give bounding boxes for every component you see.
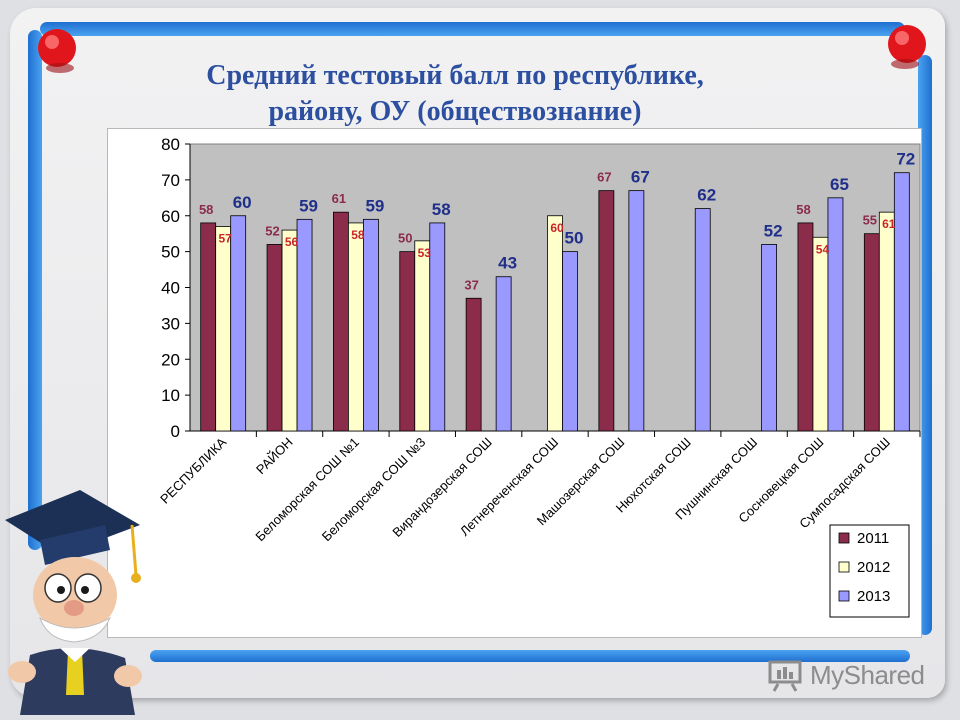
bar-2011 bbox=[399, 251, 416, 432]
y-tick-label: 60 bbox=[161, 207, 180, 226]
watermark-text: MyShared bbox=[810, 660, 925, 690]
bar-2013 bbox=[363, 218, 379, 432]
data-label-2013: 60 bbox=[233, 193, 252, 212]
chart-panel: 80 70 60 50 40 30 20 10 0 РЕСПУБЛИКА 58 57 60 РАЙОН 52… bbox=[107, 128, 922, 638]
bar-2012 bbox=[348, 222, 364, 432]
data-label-2011: 67 bbox=[597, 170, 611, 185]
data-label-2013: 58 bbox=[432, 200, 451, 219]
legend-swatch-2011 bbox=[838, 532, 850, 544]
bar-2013 bbox=[893, 172, 910, 432]
y-tick-label: 20 bbox=[161, 350, 180, 369]
data-label-2012: 56 bbox=[285, 235, 299, 249]
bar-2013 bbox=[230, 215, 247, 432]
bar-2013 bbox=[628, 190, 645, 432]
y-tick-label: 80 bbox=[161, 135, 180, 154]
bar-2012 bbox=[547, 215, 563, 432]
data-label-2013: 50 bbox=[565, 229, 584, 248]
y-tick-label: 30 bbox=[161, 314, 180, 333]
data-label-2013: 52 bbox=[764, 221, 783, 240]
y-tick-label: 50 bbox=[161, 243, 180, 262]
bar-2013 bbox=[296, 218, 313, 432]
pushpin-right-icon bbox=[888, 25, 926, 69]
data-label-2013: 62 bbox=[697, 186, 716, 205]
bar-2011 bbox=[200, 222, 217, 432]
data-label-2011: 52 bbox=[265, 223, 279, 238]
data-label-2013: 65 bbox=[830, 175, 849, 194]
legend-swatch-2012 bbox=[838, 561, 850, 573]
bar-2012 bbox=[414, 240, 431, 432]
data-label-2012: 58 bbox=[351, 228, 365, 242]
data-label-2012: 60 bbox=[550, 221, 564, 235]
data-label-2011: 55 bbox=[863, 213, 877, 228]
data-label-2013: 43 bbox=[498, 254, 517, 273]
data-label-2012: 54 bbox=[816, 242, 830, 256]
professor-mascot-icon bbox=[5, 490, 142, 715]
bar-chart: 80706050403020100РЕСПУБЛИКА585760РАЙОН52… bbox=[157, 135, 921, 618]
bar-2011 bbox=[598, 190, 615, 432]
bar-2011 bbox=[266, 244, 283, 432]
y-tick-label: 10 bbox=[161, 386, 180, 405]
bar-2013 bbox=[562, 251, 578, 432]
frame-left-bar bbox=[28, 30, 42, 550]
data-label-2011: 37 bbox=[464, 277, 478, 292]
bar-2013 bbox=[429, 222, 446, 432]
data-label-2013: 59 bbox=[299, 196, 318, 215]
pushpin-left-icon bbox=[38, 29, 76, 73]
bar-2011 bbox=[863, 233, 880, 432]
legend-label-2011: 2011 bbox=[857, 530, 889, 547]
slide-title-line-1: Средний тестовый балл по республике, bbox=[206, 60, 704, 91]
data-label-2013: 59 bbox=[365, 196, 384, 215]
bar-2011 bbox=[333, 211, 349, 432]
bar-2013 bbox=[694, 208, 711, 432]
data-label-2013: 67 bbox=[631, 168, 650, 187]
frame-top-bar bbox=[40, 22, 905, 36]
data-label-2012: 53 bbox=[418, 246, 432, 260]
legend-swatch-2013 bbox=[838, 590, 850, 602]
slide-title-line-2: району, ОУ (обществознание) bbox=[268, 96, 642, 127]
data-label-2011: 50 bbox=[398, 231, 412, 246]
data-label-2012: 61 bbox=[882, 217, 896, 231]
bar-2012 bbox=[812, 236, 829, 432]
bar-2011 bbox=[465, 297, 482, 432]
bar-2012 bbox=[878, 211, 895, 432]
bar-2013 bbox=[827, 197, 844, 432]
legend-label-2012: 2012 bbox=[857, 559, 890, 576]
legend-label-2013: 2013 bbox=[857, 588, 890, 605]
data-label-2012: 57 bbox=[219, 232, 233, 246]
data-label-2011: 58 bbox=[199, 202, 213, 217]
watermark: MyShared bbox=[766, 656, 936, 696]
x-tick-label: РАЙОН bbox=[253, 435, 296, 478]
bar-2012 bbox=[281, 229, 298, 432]
y-tick-label: 70 bbox=[161, 171, 180, 190]
y-tick-label: 40 bbox=[161, 279, 180, 298]
x-tick-label: РЕСПУБЛИКА bbox=[157, 434, 229, 506]
bar-2012 bbox=[215, 226, 232, 432]
bar-2013 bbox=[495, 276, 512, 432]
data-label-2011: 58 bbox=[796, 202, 810, 217]
bar-2011 bbox=[797, 222, 814, 432]
frame-bottom-bar bbox=[150, 650, 910, 662]
data-label-2013: 72 bbox=[896, 150, 915, 169]
bar-2013 bbox=[761, 244, 777, 432]
presentation-board-icon bbox=[768, 660, 802, 692]
data-label-2011: 61 bbox=[332, 191, 346, 206]
y-tick-label: 0 bbox=[171, 422, 180, 441]
slide-title: Средний тестовый балл по республике, рай… bbox=[110, 58, 800, 130]
